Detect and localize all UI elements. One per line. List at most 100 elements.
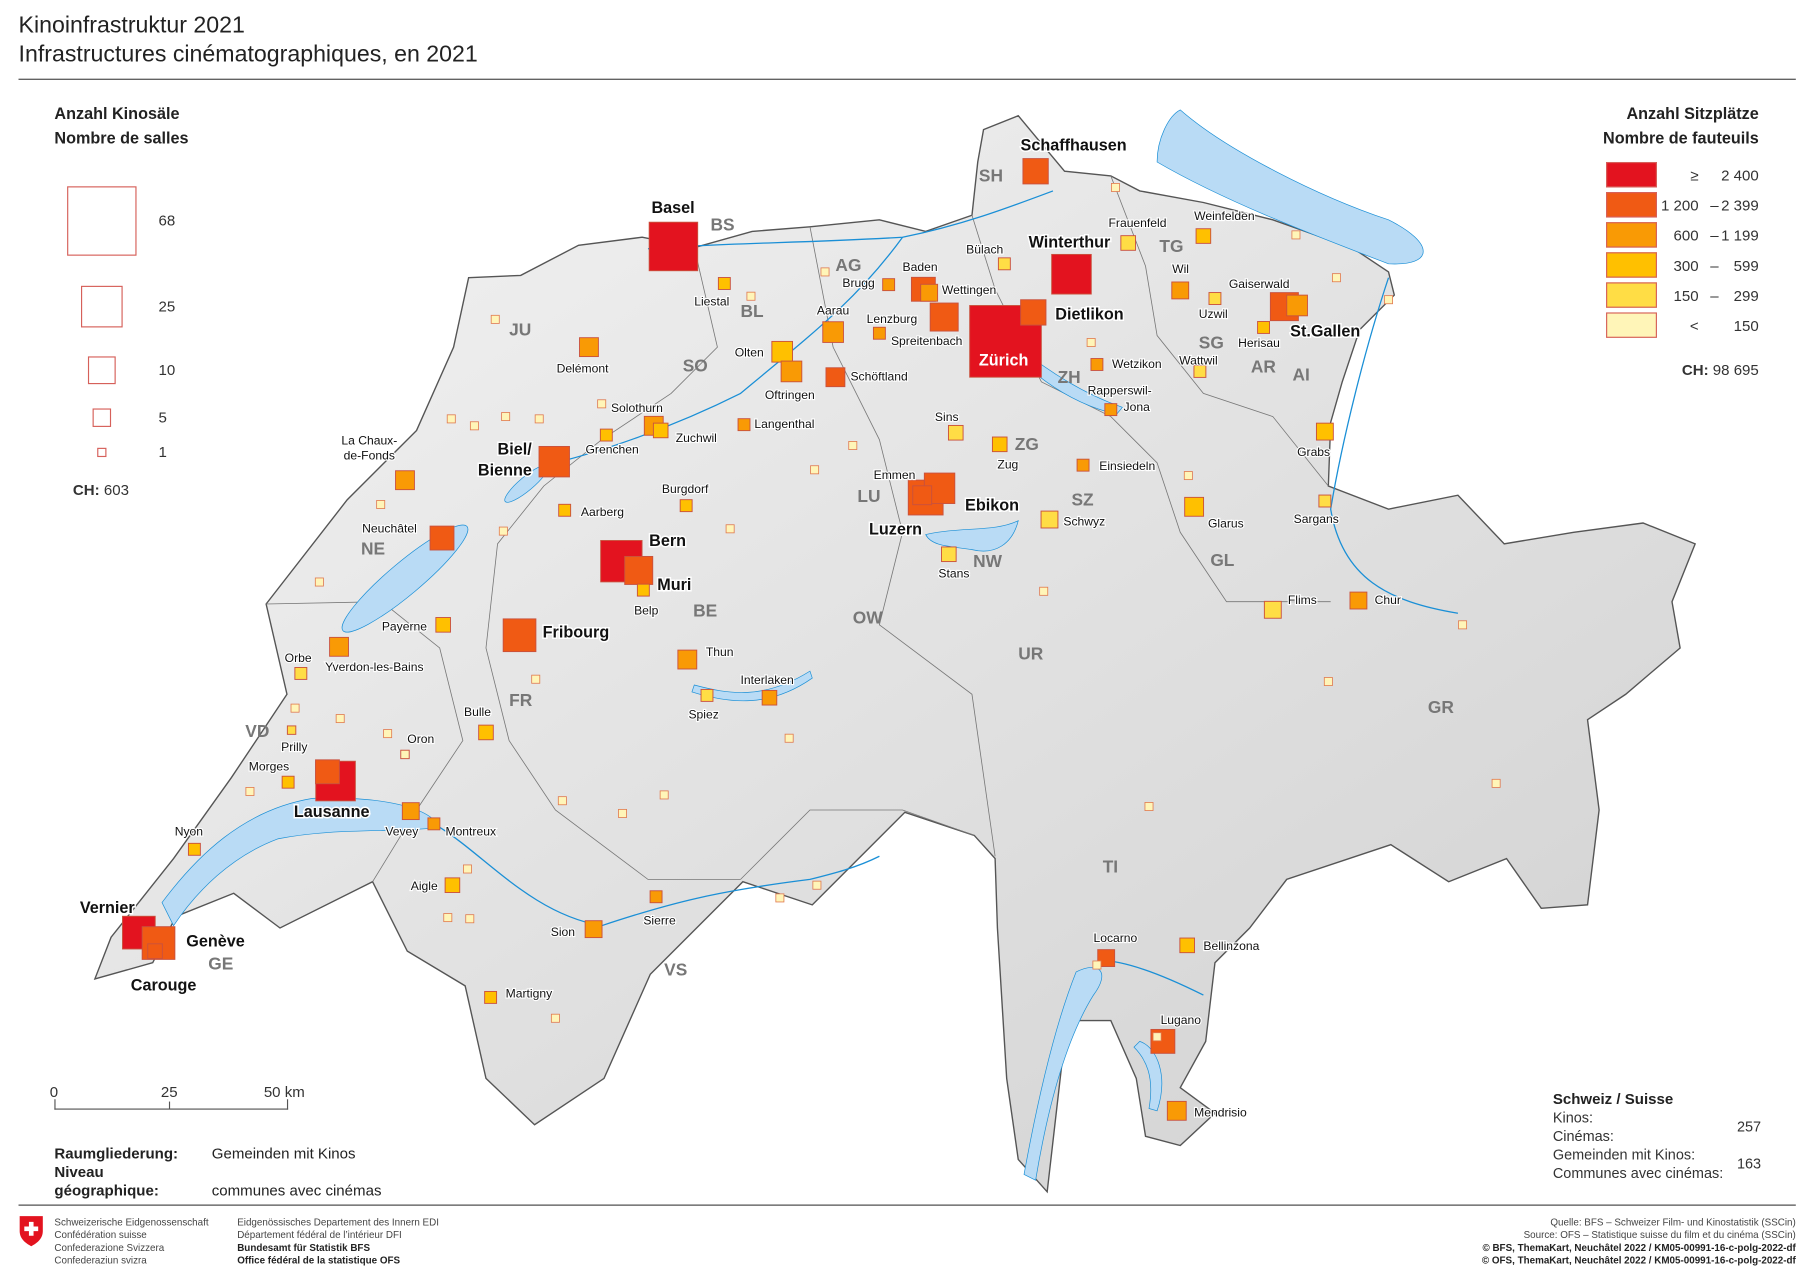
seats-legend-to: 299 [1733, 286, 1759, 305]
canton-label: UR [1018, 644, 1044, 664]
seats-legend-from: 150 [1673, 286, 1699, 305]
seats-legend-title-de: Anzahl Sitzplätze [1626, 104, 1759, 123]
place-label: Thun [706, 645, 734, 659]
place-label: Stans [938, 566, 969, 580]
cinema-marker-chur [1349, 591, 1368, 610]
cinema-marker-fribourg [502, 618, 537, 653]
cinema-marker-small [443, 913, 453, 923]
cinema-marker-small [1183, 471, 1193, 481]
canton-label: JU [509, 320, 531, 340]
source-credits: Quelle: BFS – Schweizer Film- und Kinost… [1482, 1216, 1796, 1267]
place-label: Spreitenbach [891, 334, 962, 348]
canton-label: AI [1292, 365, 1309, 385]
cinema-marker-small [812, 880, 822, 890]
cinema-marker-bülach [997, 257, 1011, 271]
summary-row-label-de: Kinos: [1552, 1109, 1594, 1126]
place-label: Bern [649, 532, 686, 550]
seats-legend-swatch [1606, 192, 1657, 218]
place-label: Baden [903, 260, 938, 274]
cinema-marker-small [290, 703, 300, 713]
seats-legend-dash: – [1710, 196, 1719, 215]
scale-tick-0: 0 [49, 1083, 59, 1101]
place-label: de-Fonds [344, 448, 395, 462]
cinema-marker-sins [947, 424, 964, 441]
cinema-marker-small [1152, 1032, 1162, 1042]
seats-legend-title: Anzahl Sitzplätze Nombre de fauteuils [1603, 102, 1759, 151]
seats-legend-swatch [1606, 252, 1657, 278]
cinema-marker-small [376, 500, 386, 509]
seats-legend-item: < 150 [1606, 312, 1759, 338]
cinema-marker-small [618, 808, 627, 818]
halls-legend-square [92, 408, 112, 428]
place-label: Luzern [869, 521, 922, 539]
place-label: Basel [651, 199, 694, 217]
cinema-marker-small [245, 787, 255, 796]
cinema-marker-small [746, 291, 756, 301]
canton-label: BS [710, 214, 734, 234]
canton-label: VD [245, 721, 269, 741]
cinema-marker-vevey [401, 802, 420, 821]
place-label: Sins [935, 410, 959, 424]
geographic-level: Raumgliederung: Gemeinden mit Kinos Nivea… [54, 1144, 381, 1200]
place-label: Solothurn [611, 401, 663, 415]
place-label: Payerne [382, 620, 427, 634]
place-label: Oftringen [765, 388, 815, 402]
place-label: Glarus [1208, 517, 1244, 531]
cinema-marker-uzwil [1208, 292, 1222, 305]
place-label: Biel/ [498, 441, 533, 459]
lake-maggiore [1023, 967, 1103, 1181]
cinema-marker-small [501, 412, 511, 422]
halls-legend-label: 5 [158, 408, 167, 426]
place-label: Wil [1172, 262, 1189, 276]
cinema-marker-olten [771, 340, 794, 363]
place-label: Gaiserwald [1229, 277, 1290, 291]
cinema-marker-small [1110, 182, 1120, 192]
place-label: Ebikon [965, 496, 1019, 514]
place-label: Genève [186, 933, 245, 951]
cinema-marker-schwyz [1040, 510, 1059, 529]
confederation-names: Schweizerische Eidgenossenschaft Confédé… [54, 1216, 208, 1267]
halls-legend-square [80, 285, 123, 328]
seats-legend-item: 300 – 599 [1606, 252, 1759, 278]
summary-title: Schweiz / Suisse [1552, 1089, 1674, 1108]
cinema-marker-small [534, 414, 544, 424]
place-label: Delémont [557, 362, 610, 376]
cinema-marker-basel [648, 221, 699, 272]
place-label: Mendrisio [1194, 1106, 1247, 1120]
cinema-marker-small [465, 914, 475, 924]
canton-label: ZH [1058, 367, 1081, 387]
place-label: Zürich [979, 352, 1028, 370]
lake-thun [691, 670, 813, 702]
cinema-marker-rapperswil-jona [1104, 403, 1118, 417]
place-label: Interlaken [741, 673, 794, 687]
summary-row-label-fr: Communes avec cinémas: [1552, 1165, 1724, 1182]
cinema-marker-aarau [822, 321, 844, 343]
cinema-marker-aarberg [558, 503, 572, 517]
seats-legend-swatch [1606, 312, 1657, 338]
halls-legend-label: 68 [158, 211, 176, 230]
seats-legend-to: 2 399 [1721, 196, 1759, 215]
copyright-de: © BFS, ThemaKart, Neuchâtel 2022 / KM05-… [1482, 1241, 1796, 1254]
summary-row-label-fr: Cinémas: [1552, 1128, 1614, 1145]
copyright-fr: © OFS, ThemaKart, Neuchâtel 2022 / KM05-… [1481, 1254, 1796, 1266]
cinema-marker-small [1384, 295, 1393, 305]
office-fr: Office fédéral de la statistique OFS [237, 1254, 401, 1266]
place-label: Belp [634, 603, 659, 617]
cinema-marker-morges [281, 775, 295, 789]
canton-label: BL [741, 301, 765, 321]
canton-label: ZG [1015, 434, 1039, 454]
cinema-marker-small [1291, 230, 1301, 240]
canton-label: SZ [1071, 490, 1094, 510]
cinema-marker-small [383, 729, 393, 739]
cinema-marker-small [1092, 960, 1102, 970]
summary-row-communes: Gemeinden mit Kinos: Communes avec ciném… [1553, 1146, 1761, 1183]
place-label: Fribourg [543, 624, 610, 642]
cinema-marker-zug [991, 436, 1008, 453]
place-label: Wetzikon [1112, 357, 1162, 371]
cinema-marker-oftringen [780, 360, 803, 383]
canton-label: GR [1428, 697, 1454, 717]
place-label: Sargans [1294, 512, 1339, 526]
halls-legend-label: 25 [158, 297, 176, 315]
place-label: Bülach [966, 242, 1003, 256]
